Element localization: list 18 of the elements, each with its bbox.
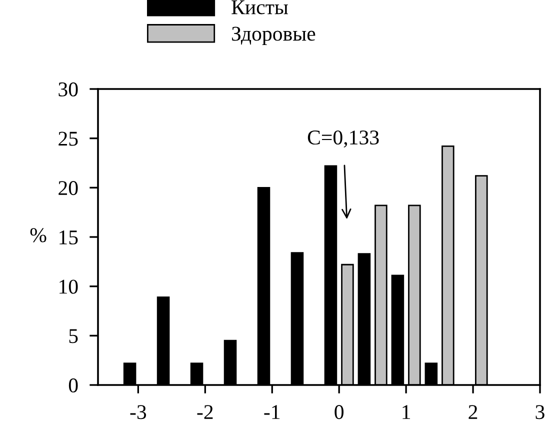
legend-label: Здоровые [232, 26, 316, 46]
x-tick-label: 2 [468, 405, 478, 419]
x-tick-label: -3 [130, 405, 146, 420]
y-tick-label: 30 [58, 82, 78, 96]
y-tick-label: 15 [60, 230, 78, 244]
x-tick-label: 0 [334, 405, 344, 420]
y-tick-label: 10 [60, 280, 78, 294]
x-tick-label: 1 [402, 405, 410, 419]
x-tick-label: -1 [264, 405, 280, 419]
y-tick-label: 0 [68, 378, 78, 392]
y-tick-label: 20 [58, 181, 78, 196]
x-tick-label: -2 [197, 405, 213, 419]
legend-label: Кисты [232, 0, 288, 14]
y-tick-label: 25 [58, 132, 78, 146]
y-tick-label: 5 [69, 329, 78, 344]
annotation: C=0,133 [308, 130, 379, 148]
y-axis-title: % [30, 228, 46, 242]
x-tick-label: 3 [536, 405, 544, 420]
